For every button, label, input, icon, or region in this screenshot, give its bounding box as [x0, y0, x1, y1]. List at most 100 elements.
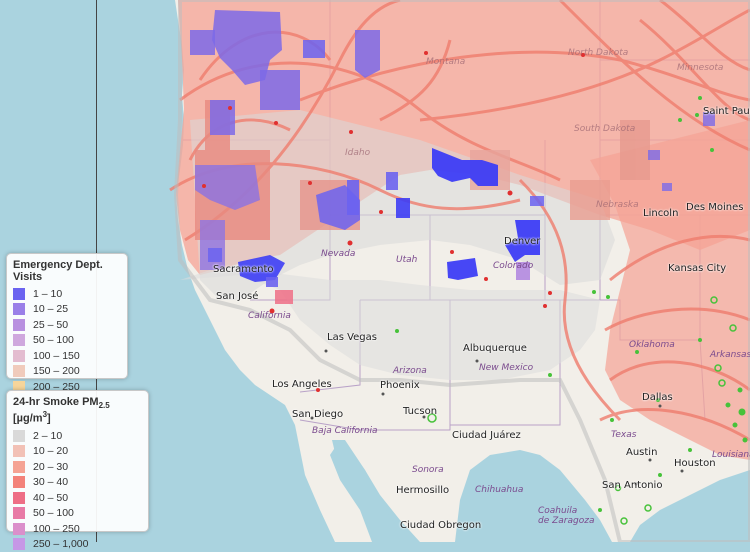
ed-legend-row: 100 – 150 [13, 348, 119, 364]
state-label: Chihuahua [475, 485, 524, 495]
city-label: Hermosillo [396, 485, 450, 496]
ed-legend-swatch [13, 349, 25, 362]
ed-legend-row: 200 – 250 [13, 379, 119, 395]
state-label: Arizona [393, 366, 427, 376]
pm-legend-swatch [13, 476, 25, 489]
ed-legend-swatch [13, 365, 25, 378]
state-label: Nevada [321, 249, 356, 259]
pm-legend-swatch [13, 429, 25, 442]
pm-legend-swatch [13, 538, 25, 551]
state-label: Arkansas [710, 350, 750, 360]
city-label: San José [216, 291, 259, 302]
pm-legend-title: 24-hr Smoke PM2.5 [µg/m3] [13, 396, 140, 425]
region-label: South Dakota [574, 124, 636, 134]
city-label: San Diego [292, 409, 344, 420]
state-label: Coahuila de Zaragoza [538, 506, 595, 526]
city-label: Albuquerque [463, 343, 527, 354]
pm-legend-label: 50 – 100 [33, 507, 74, 520]
ed-legend-title: Emergency Dept. Visits [13, 259, 103, 283]
city-label: Lincoln [643, 208, 679, 219]
smoke-pm-legend: 24-hr Smoke PM2.5 [µg/m3] 2 – 10 10 – 20 2… [6, 390, 149, 551]
ed-legend-label: 25 – 50 [33, 318, 69, 331]
ed-legend-row: 1 – 10 [13, 286, 119, 302]
fire-points [202, 51, 585, 392]
pm-legend-row: 10 – 20 [13, 443, 140, 459]
city-label: Tucson [403, 406, 438, 417]
gulf-of-mexico [630, 470, 750, 542]
ed-legend-row: 50 – 100 [13, 333, 119, 349]
state-label: Baja California [312, 426, 378, 436]
pm-title-end: ] [47, 412, 51, 425]
state-label: Louisiana [712, 450, 750, 460]
ed-legend-swatch [13, 380, 25, 393]
pm-legend-swatch [13, 491, 25, 504]
pm-legend-swatch [13, 445, 25, 458]
state-label: Utah [396, 255, 418, 265]
ed-visits-legend: Emergency Dept. Visits 1 – 10 10 – 25 25 –… [6, 253, 128, 393]
green-points [395, 96, 748, 525]
ed-legend-swatch [13, 303, 25, 316]
ed-legend-swatch [13, 318, 25, 331]
pm-legend-label: 10 – 20 [33, 445, 69, 458]
region-label: Idaho [345, 148, 371, 158]
city-label: Los Angeles [272, 379, 332, 390]
ed-legend-label: 10 – 25 [33, 303, 69, 316]
pm-legend-row: 100 – 250 [13, 521, 140, 537]
city-label: Phoenix [380, 380, 420, 391]
pm-legend-row: 50 – 100 [13, 505, 140, 521]
pm-legend-items: 2 – 10 10 – 20 20 – 30 30 – 40 40 – 50 50 – 1… [13, 428, 140, 552]
state-label: Texas [611, 430, 637, 440]
city-label: Saint Paul [703, 106, 750, 117]
ed-legend-row: 150 – 200 [13, 364, 119, 380]
city-label: Des Moines [686, 202, 744, 213]
region-label: North Dakota [568, 48, 629, 58]
state-label: New Mexico [479, 363, 534, 373]
ed-legend-items: 1 – 10 10 – 25 25 – 50 50 – 100 100 – 150 150… [13, 286, 119, 395]
pm-legend-label: 40 – 50 [33, 491, 69, 504]
state-label: Oklahoma [629, 340, 675, 350]
pm-title-main: 24-hr Smoke PM [13, 396, 99, 408]
ed-legend-row: 25 – 50 [13, 317, 119, 333]
city-label: Austin [626, 447, 658, 458]
pm-legend-swatch [13, 522, 25, 535]
pm-legend-label: 2 – 10 [33, 429, 63, 442]
state-label: Sonora [412, 465, 444, 475]
pm-legend-row: 20 – 30 [13, 459, 140, 475]
pm-title-sub: 2.5 [98, 401, 110, 411]
gulf-of-california [332, 440, 400, 542]
region-label: Minnesota [677, 63, 724, 73]
pm-legend-swatch [13, 507, 25, 520]
ed-legend-label: 50 – 100 [33, 334, 74, 347]
pm-title-sup: 3 [42, 410, 48, 420]
pm-legend-label: 30 – 40 [33, 476, 69, 489]
city-label: Ciudad Juárez [452, 430, 521, 441]
ed-visits [190, 10, 715, 304]
ed-legend-label: 100 – 150 [33, 349, 80, 362]
city-label: Sacramento [213, 264, 274, 275]
city-label: Ciudad Obregon [400, 520, 482, 531]
pm-title-unit: [µg/m [13, 412, 43, 425]
city-label: Dallas [642, 392, 673, 403]
region-label: Nebraska [596, 200, 639, 210]
ed-legend-label: 200 – 250 [33, 380, 80, 393]
pm-legend-label: 250 – 1,000 [33, 538, 89, 551]
pm-legend-row: 2 – 10 [13, 428, 140, 444]
city-label: Houston [674, 458, 716, 469]
pm-legend-label: 20 – 30 [33, 460, 69, 473]
ed-legend-label: 1 – 10 [33, 287, 63, 300]
pm-legend-label: 100 – 250 [33, 522, 80, 535]
pm-legend-row: 30 – 40 [13, 474, 140, 490]
pm-legend-row: 250 – 1,000 [13, 536, 140, 552]
region-label: Montana [426, 57, 466, 67]
ed-legend-label: 150 – 200 [33, 365, 80, 378]
city-dots [310, 349, 684, 486]
state-label: Colorado [493, 261, 534, 271]
state-label: California [248, 311, 291, 321]
ed-legend-row: 10 – 25 [13, 302, 119, 318]
pm-legend-row: 40 – 50 [13, 490, 140, 506]
city-label: Kansas City [668, 263, 727, 274]
ed-legend-swatch [13, 287, 25, 300]
city-label: San Antonio [602, 480, 663, 491]
ed-legend-swatch [13, 334, 25, 347]
